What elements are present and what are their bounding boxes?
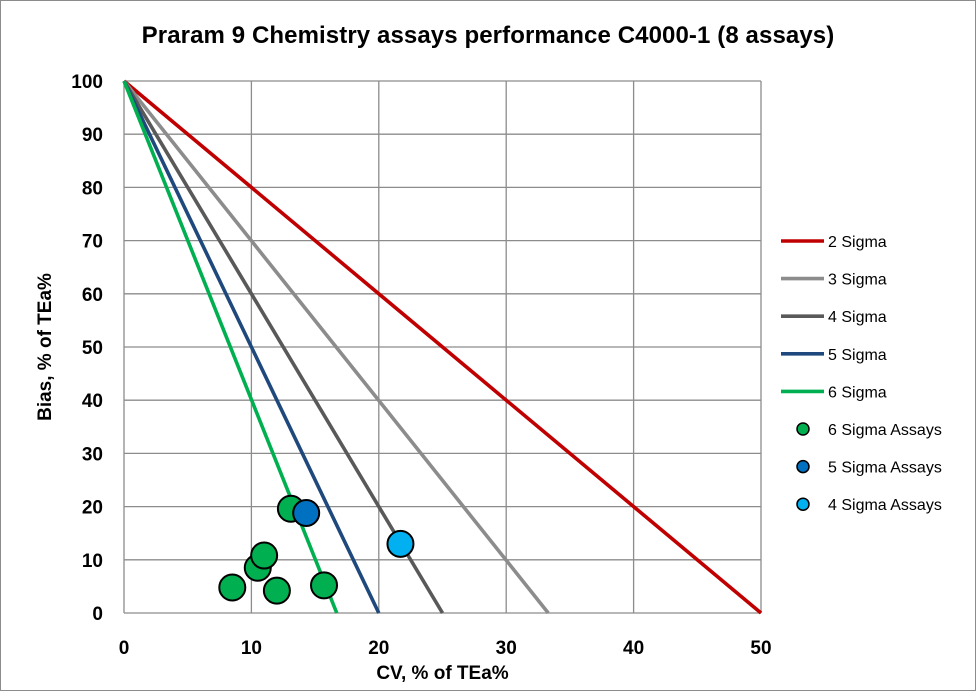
- x-tick-label: 40: [623, 638, 644, 659]
- x-tick-label: 50: [750, 638, 771, 659]
- y-tick-label: 100: [71, 72, 103, 93]
- y-tick-label: 0: [92, 604, 103, 625]
- 6-sigma-assays-point: [218, 573, 247, 602]
- 6-sigma-assays-point: [250, 541, 279, 570]
- 2-sigma-line: [122, 79, 763, 615]
- legend-label: 4 Sigma Assays: [828, 497, 942, 514]
- legend: 2 Sigma 3 Sigma 4 Sigma 5 Sigma 6 Sigma 6 Sig…: [781, 234, 942, 514]
- data-points: [218, 494, 415, 605]
- 5-sigma-assays-point: [292, 498, 321, 527]
- 5-sigma-line: [122, 80, 381, 614]
- y-tick-label: 10: [82, 551, 103, 572]
- legend-label: 5 Sigma: [828, 347, 887, 364]
- x-tick-label: 20: [368, 638, 389, 659]
- legend-label: 6 Sigma: [828, 384, 887, 401]
- y-tick-label: 50: [82, 338, 103, 359]
- x-axis-title: CV, % of TEa%: [376, 663, 508, 684]
- 4-sigma-line: [122, 80, 445, 614]
- y-tick-label: 90: [82, 125, 103, 146]
- y-tick-label: 60: [82, 285, 103, 306]
- chart-title: Praram 9 Chemistry assays performance C4…: [141, 22, 835, 49]
- tick-labels: 0 10 20 30 40 50 0 10 20 30 40 50 60 70 80 90 100: [71, 72, 771, 659]
- 6-sigma-assays-point: [262, 576, 291, 605]
- 4-sigma-assays-point: [386, 529, 415, 558]
- legend-label: 5 Sigma Assays: [828, 460, 942, 477]
- legend-label: 6 Sigma Assays: [828, 422, 942, 439]
- legend-label: 4 Sigma: [828, 309, 887, 326]
- y-tick-label: 80: [82, 178, 103, 199]
- y-tick-label: 20: [82, 498, 103, 519]
- 6-sigma-assays-legend-marker: [796, 422, 810, 436]
- x-tick-label: 30: [496, 638, 517, 659]
- x-tick-label: 10: [241, 638, 262, 659]
- y-tick-label: 40: [82, 391, 103, 412]
- 3-sigma-line: [122, 79, 550, 615]
- y-tick-label: 70: [82, 232, 103, 253]
- 6-sigma-assays-point: [310, 571, 339, 600]
- y-tick-label: 30: [82, 444, 103, 465]
- y-axis-title: Bias, % of TEa%: [35, 273, 56, 421]
- sigma-lines: [122, 79, 763, 615]
- 4-sigma-assays-legend-marker: [796, 497, 810, 511]
- legend-label: 2 Sigma: [828, 234, 887, 251]
- x-tick-label: 0: [119, 638, 130, 659]
- 5-sigma-assays-legend-marker: [796, 459, 810, 474]
- legend-label: 3 Sigma: [828, 272, 887, 289]
